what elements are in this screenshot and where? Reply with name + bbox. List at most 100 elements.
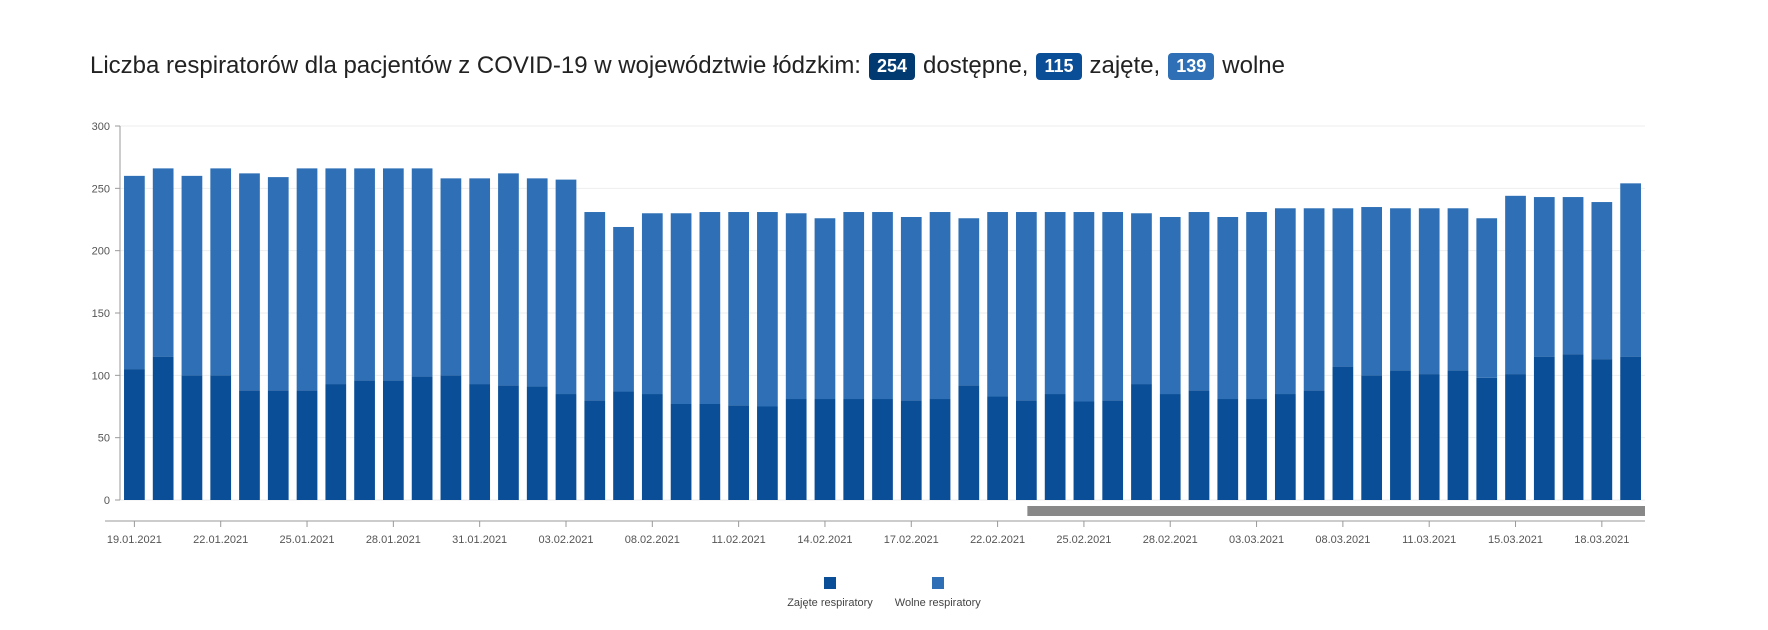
bar-occupied <box>728 405 749 500</box>
legend-swatch-free <box>931 577 944 589</box>
bar-free <box>469 178 491 385</box>
x-tick-label: 22.01.2021 <box>193 534 248 546</box>
bar-occupied <box>1073 401 1095 500</box>
bar-occupied <box>757 406 778 500</box>
bar-occupied <box>1390 370 1411 500</box>
x-tick-label: 11.02.2021 <box>712 534 766 546</box>
bar-occupied <box>1447 370 1469 500</box>
bar-free <box>555 179 577 395</box>
bar-free <box>1332 208 1354 367</box>
bar-occupied <box>210 375 232 500</box>
x-tick-label: 22.02.2021 <box>970 534 1025 546</box>
bar-occupied <box>354 380 375 500</box>
bar-occupied <box>1332 366 1354 500</box>
bar-occupied <box>958 385 980 500</box>
bar-occupied <box>469 384 491 500</box>
bar-free <box>152 168 174 357</box>
legend-item-occupied[interactable]: Zajęte respiratory <box>787 577 873 609</box>
bar-occupied <box>1591 359 1613 500</box>
bar-occupied <box>1159 394 1181 500</box>
bar-free <box>411 168 433 377</box>
bar-occupied <box>814 399 836 500</box>
bar-free <box>1246 212 1267 400</box>
bar-occupied <box>498 385 519 500</box>
bar-occupied <box>1131 384 1152 500</box>
bar-free <box>785 213 807 400</box>
bar-occupied <box>555 394 577 500</box>
bar-free <box>641 213 663 395</box>
free-count-badge: 139 <box>1168 52 1215 80</box>
bar-free <box>584 212 606 401</box>
bar-free <box>1044 212 1066 395</box>
bar-occupied <box>1102 400 1124 500</box>
bar-occupied <box>613 391 634 500</box>
bar-free <box>1533 197 1555 357</box>
bar-free <box>1188 212 1210 391</box>
x-tick-label: 15.03.2021 <box>1488 534 1543 546</box>
bar-occupied <box>267 390 289 500</box>
bar-occupied <box>526 386 548 500</box>
x-tick-label: 18.03.2021 <box>1574 534 1629 546</box>
bar-occupied <box>1188 390 1210 500</box>
bar-occupied <box>152 356 174 500</box>
occupied-label: zajęte, <box>1089 52 1161 79</box>
bar-free <box>181 175 203 376</box>
bar-occupied <box>239 390 260 500</box>
bar-free <box>1159 217 1181 395</box>
bar-occupied <box>900 400 922 500</box>
y-tick-label: 0 <box>104 495 110 507</box>
bar-free <box>239 173 260 391</box>
bar-free <box>872 212 893 400</box>
y-tick-label: 150 <box>92 308 110 320</box>
chart-legend: Zajęte respiratory Wolne respiratory <box>0 577 1768 609</box>
bar-free <box>1217 217 1239 400</box>
bar-free <box>354 168 375 381</box>
y-tick-label: 200 <box>92 246 110 258</box>
bar-free <box>814 218 836 400</box>
bar-free <box>1620 183 1641 357</box>
bar-occupied <box>929 399 951 500</box>
available-label: dostępne, <box>923 52 1029 79</box>
legend-item-free[interactable]: Wolne respiratory <box>895 577 981 609</box>
x-tick-label: 19.01.2021 <box>107 534 162 546</box>
x-tick-label: 03.03.2021 <box>1229 534 1284 546</box>
bar-free <box>440 178 462 376</box>
bar-free <box>1390 208 1411 371</box>
bar-free <box>1505 195 1526 375</box>
bar-occupied <box>1361 375 1383 500</box>
x-tick-label: 28.02.2021 <box>1143 534 1198 546</box>
x-tick-label: 25.01.2021 <box>279 534 334 546</box>
bar-free <box>296 168 318 391</box>
x-tick-label: 28.01.2021 <box>366 534 421 546</box>
legend-label-occupied: Zajęte respiratory <box>787 597 873 609</box>
bar-occupied <box>181 375 203 500</box>
bar-occupied <box>1246 399 1267 500</box>
bar-free <box>728 212 749 406</box>
bar-free <box>267 177 289 391</box>
bar-occupied <box>296 390 318 500</box>
bar-occupied <box>1505 374 1526 500</box>
bar-free <box>1562 197 1584 355</box>
x-tick-label: 17.02.2021 <box>884 534 939 546</box>
bar-occupied <box>325 384 347 500</box>
bar-occupied <box>1620 356 1641 500</box>
bar-free <box>1131 213 1152 385</box>
bar-free <box>613 226 634 392</box>
chart-title: Liczba respiratorów dla pacjentów z COVI… <box>90 52 1291 80</box>
bar-free <box>1476 218 1498 378</box>
x-tick-label: 14.02.2021 <box>797 534 852 546</box>
occupied-count-badge: 115 <box>1036 52 1082 80</box>
x-tick-label: 03.02.2021 <box>538 534 593 546</box>
bar-free <box>1303 208 1325 391</box>
x-tick-label: 25.02.2021 <box>1056 534 1111 546</box>
bar-occupied <box>1418 374 1440 500</box>
bar-free <box>1102 212 1124 401</box>
bar-free <box>843 212 865 400</box>
range-scrollbar[interactable] <box>1027 506 1645 516</box>
bar-free <box>124 175 145 370</box>
legend-swatch-occupied <box>824 577 836 589</box>
bar-occupied <box>1217 399 1239 500</box>
y-tick-label: 50 <box>98 433 110 445</box>
bar-occupied <box>382 380 404 500</box>
